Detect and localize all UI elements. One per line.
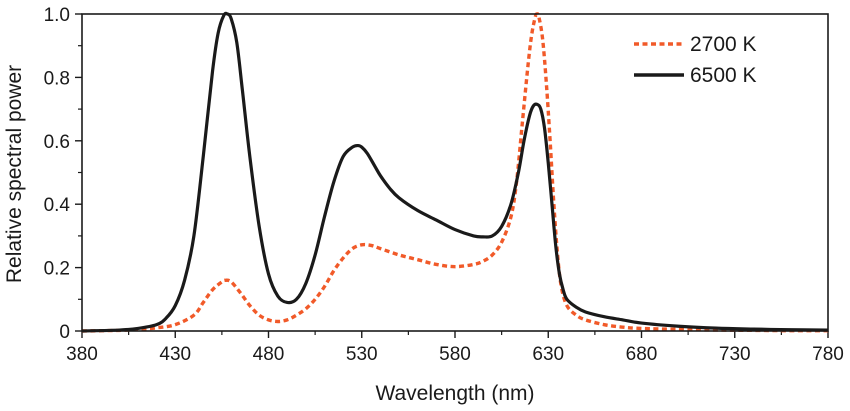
x-tick-label: 530 [346,344,378,365]
legend-label-2700k: 2700 K [690,33,757,56]
series-layer [81,11,829,333]
legend-label-6500k: 6500 K [690,64,757,87]
series-line-6500k [81,11,829,333]
y-tick-label: 0.8 [44,68,70,89]
y-tick-label: 1.0 [44,5,70,26]
y-tick-label: 0.2 [44,259,70,280]
x-tick-label: 630 [532,344,564,365]
x-axis-ticks: 380 430 480 530 580 630 680 730 780 [66,331,844,365]
y-axis-ticks: 0 0.2 0.4 0.6 0.8 1.0 [44,5,82,343]
series-line-2700k [81,12,829,333]
x-tick-label: 730 [719,344,751,365]
legend: 2700 K 6500 K [634,33,757,87]
y-axis-title: Relative spectral power [3,65,26,283]
y-tick-label: 0.6 [44,132,70,153]
plot-frame [81,13,829,332]
x-tick-label: 380 [66,344,98,365]
x-tick-label: 780 [812,344,844,365]
x-tick-label: 430 [159,344,191,365]
y-tick-label: 0 [59,322,70,343]
x-tick-label: 580 [439,344,471,365]
x-tick-label: 680 [626,344,658,365]
x-axis-title: Wavelength (nm) [375,382,534,405]
x-tick-label: 480 [253,344,285,365]
y-tick-label: 0.4 [44,195,71,216]
